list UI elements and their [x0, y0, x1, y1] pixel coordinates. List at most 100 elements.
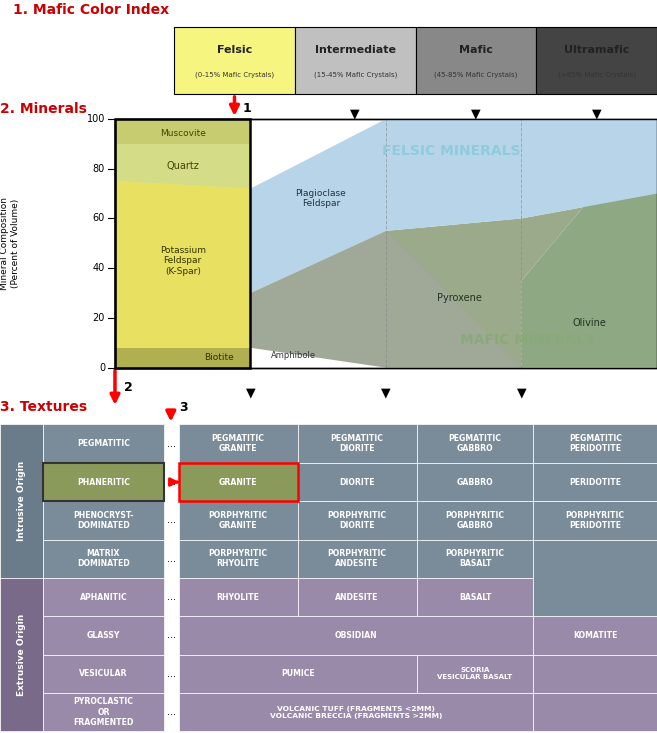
- Text: PHENOCRYST-
DOMINATED: PHENOCRYST- DOMINATED: [74, 511, 133, 530]
- Text: PEGMATITIC
DIORITE: PEGMATITIC DIORITE: [330, 434, 384, 454]
- Bar: [533, 463, 657, 501]
- Text: ANDESITE: ANDESITE: [335, 592, 379, 602]
- Text: PORPHYRITIC
PERIDOTITE: PORPHYRITIC PERIDOTITE: [566, 511, 625, 530]
- Text: ▼: ▼: [381, 387, 391, 400]
- Text: ...: ...: [167, 477, 176, 487]
- Bar: [174, 26, 295, 94]
- Bar: [295, 26, 415, 94]
- Text: PORPHYRITIC
DIORITE: PORPHYRITIC DIORITE: [328, 511, 386, 530]
- Bar: [416, 26, 536, 94]
- Text: Ultramafic: Ultramafic: [564, 45, 629, 55]
- Bar: [0, 424, 43, 578]
- Text: MATRIX
DOMINATED: MATRIX DOMINATED: [77, 549, 130, 568]
- Text: PORPHYRITIC
ANDESITE: PORPHYRITIC ANDESITE: [328, 549, 386, 568]
- Polygon shape: [522, 119, 657, 368]
- Text: ▼: ▼: [471, 107, 481, 120]
- Text: Felsic: Felsic: [217, 45, 252, 55]
- Text: Pyroxene: Pyroxene: [437, 293, 482, 303]
- Polygon shape: [115, 347, 250, 368]
- Text: GABBRO: GABBRO: [457, 477, 493, 487]
- Bar: [43, 463, 164, 501]
- Text: ...: ...: [167, 592, 176, 602]
- Text: 2. Minerals: 2. Minerals: [0, 102, 87, 116]
- Bar: [298, 463, 417, 501]
- Text: Olivine: Olivine: [572, 318, 606, 328]
- Bar: [533, 578, 657, 616]
- Bar: [417, 655, 533, 693]
- Text: Potassium
Feldspar
(K-Spar): Potassium Feldspar (K-Spar): [160, 246, 206, 276]
- Bar: [298, 501, 417, 539]
- Text: PORPHYRITIC
RHYOLITE: PORPHYRITIC RHYOLITE: [209, 549, 267, 568]
- Bar: [115, 119, 657, 368]
- Bar: [298, 539, 417, 578]
- Text: Quartz: Quartz: [166, 161, 199, 172]
- Text: ...: ...: [167, 438, 176, 449]
- Text: Mafic: Mafic: [459, 45, 493, 55]
- Text: PUMICE: PUMICE: [281, 669, 315, 678]
- Text: PORPHYRITIC
BASALT: PORPHYRITIC BASALT: [445, 549, 505, 568]
- Text: MAFIC MINERALS: MAFIC MINERALS: [460, 334, 594, 347]
- Text: SCORIA
VESICULAR BASALT: SCORIA VESICULAR BASALT: [438, 667, 512, 680]
- Bar: [115, 119, 250, 368]
- Polygon shape: [386, 119, 657, 368]
- Text: ▼: ▼: [516, 387, 526, 400]
- Text: VESICULAR: VESICULAR: [79, 669, 127, 678]
- Text: PORPHYRITIC
GRANITE: PORPHYRITIC GRANITE: [209, 511, 267, 530]
- Text: APHANITIC: APHANITIC: [79, 592, 127, 602]
- Bar: [417, 424, 533, 463]
- Text: DIORITE: DIORITE: [339, 477, 375, 487]
- Bar: [179, 578, 298, 616]
- Text: GRANITE: GRANITE: [219, 477, 258, 487]
- Bar: [179, 655, 417, 693]
- Bar: [417, 501, 533, 539]
- Text: BASALT: BASALT: [459, 592, 491, 602]
- Polygon shape: [115, 144, 250, 188]
- Text: ...: ...: [167, 707, 176, 717]
- Text: OBSIDIAN: OBSIDIAN: [335, 631, 377, 640]
- Text: ▼: ▼: [246, 387, 256, 400]
- Text: GLASSY: GLASSY: [87, 631, 120, 640]
- Bar: [43, 463, 164, 501]
- Polygon shape: [115, 119, 250, 144]
- Text: ▼: ▼: [592, 107, 601, 120]
- Text: Extrusive Origin: Extrusive Origin: [17, 614, 26, 696]
- Bar: [43, 655, 164, 693]
- Bar: [179, 424, 298, 463]
- Text: 80: 80: [93, 163, 105, 174]
- Bar: [115, 119, 250, 368]
- Text: RHYOLITE: RHYOLITE: [217, 592, 260, 602]
- Bar: [533, 501, 657, 539]
- Bar: [43, 501, 164, 539]
- Text: PEGMATITIC
PERIDOTITE: PEGMATITIC PERIDOTITE: [569, 434, 622, 454]
- Text: Intermediate: Intermediate: [315, 45, 396, 55]
- Text: 3: 3: [179, 402, 188, 414]
- Bar: [536, 26, 657, 94]
- Bar: [0, 578, 43, 732]
- Text: Amphibole: Amphibole: [271, 350, 317, 360]
- Polygon shape: [250, 231, 522, 368]
- Text: Biotite: Biotite: [204, 353, 234, 362]
- Text: FELSIC MINERALS: FELSIC MINERALS: [382, 144, 520, 158]
- Polygon shape: [115, 181, 250, 347]
- Bar: [43, 424, 164, 463]
- Bar: [43, 539, 164, 578]
- Text: Intrusive Origin: Intrusive Origin: [17, 461, 26, 542]
- Text: PEGMATITIC: PEGMATITIC: [77, 439, 130, 448]
- Text: PORPHYRITIC
GABBRO: PORPHYRITIC GABBRO: [445, 511, 505, 530]
- Bar: [43, 578, 164, 616]
- Bar: [179, 463, 298, 501]
- Text: ...: ...: [167, 553, 176, 564]
- Text: (>85% Mafic Crystals): (>85% Mafic Crystals): [558, 72, 635, 78]
- Text: 2: 2: [124, 381, 132, 394]
- Polygon shape: [250, 119, 657, 293]
- Bar: [43, 693, 164, 732]
- Bar: [533, 539, 657, 616]
- Text: 60: 60: [93, 213, 105, 224]
- Bar: [179, 616, 533, 655]
- Bar: [179, 501, 298, 539]
- Text: (0-15% Mafic Crystals): (0-15% Mafic Crystals): [195, 72, 274, 78]
- Text: KOMATITE: KOMATITE: [573, 631, 618, 640]
- Text: 3. Textures: 3. Textures: [0, 400, 87, 414]
- Text: (45-85% Mafic Crystals): (45-85% Mafic Crystals): [434, 72, 518, 78]
- Text: PEGMATITIC
GABBRO: PEGMATITIC GABBRO: [449, 434, 501, 454]
